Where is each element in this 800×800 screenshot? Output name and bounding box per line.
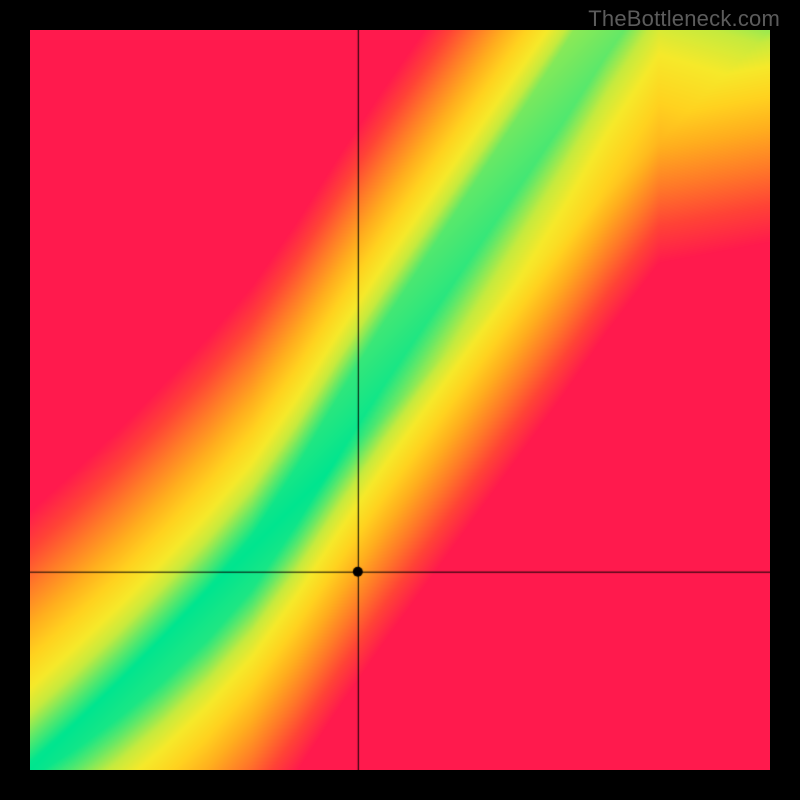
watermark-text: TheBottleneck.com — [588, 6, 780, 32]
heatmap-chart — [30, 30, 770, 770]
